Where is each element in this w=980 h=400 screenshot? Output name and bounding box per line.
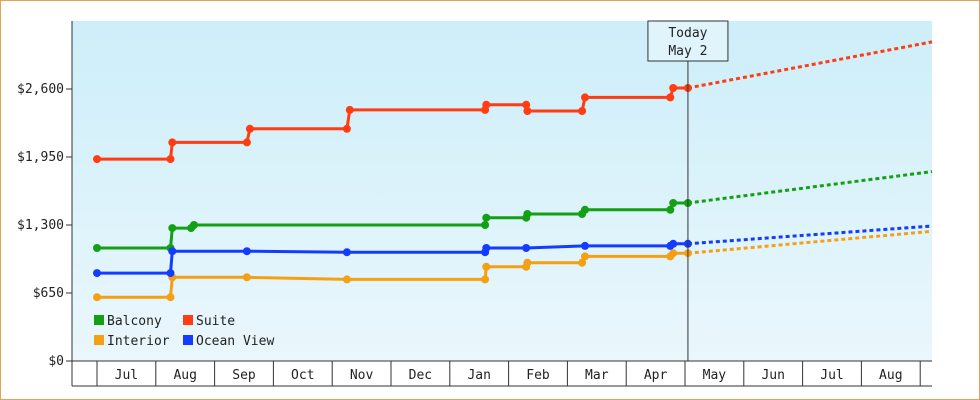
data-point-suite	[166, 155, 175, 164]
plot-background	[72, 21, 932, 361]
x-month-label: Jun	[761, 368, 784, 383]
data-point-interior	[581, 252, 589, 261]
x-month-label: May	[703, 368, 727, 383]
legend-label-balcony: Balcony	[107, 314, 162, 329]
x-month-label: Oct	[291, 368, 314, 383]
today-date-label: May 2	[668, 44, 707, 59]
data-point-balcony	[482, 213, 491, 222]
y-tick-label: $650	[33, 286, 64, 301]
x-month-label: Apr	[644, 368, 668, 383]
legend-label-suite: Suite	[196, 314, 235, 329]
data-point-ocean-view	[482, 244, 491, 252]
legend-swatch-balcony	[94, 315, 104, 325]
data-point-suite	[168, 138, 177, 147]
data-point-suite	[522, 100, 531, 109]
data-point-ocean-view	[669, 239, 678, 248]
data-point-interior	[93, 293, 101, 302]
data-point-ocean-view	[93, 269, 101, 278]
forecast-line-ocean-view	[687, 224, 933, 246]
data-point-balcony	[666, 205, 675, 214]
x-month-label: Aug	[879, 368, 902, 383]
x-month-label: Jul	[115, 368, 138, 383]
data-point-suite	[342, 124, 351, 133]
y-tick-label: $2,600	[17, 82, 64, 97]
x-month-label: Nov	[350, 368, 374, 383]
data-point-interior	[166, 293, 175, 302]
data-point-interior	[342, 275, 351, 284]
data-point-balcony	[93, 244, 101, 252]
data-point-ocean-view	[166, 269, 175, 278]
series-line-interior	[97, 251, 688, 299]
forecast-line-balcony	[687, 170, 933, 205]
data-point-ocean-view	[168, 247, 177, 256]
series-suite	[93, 40, 933, 164]
legend-swatch-interior	[94, 335, 104, 345]
x-month-label: Jan	[467, 368, 490, 383]
x-month-label: Sep	[232, 368, 256, 383]
forecast-line-interior	[687, 229, 933, 255]
data-point-suite	[482, 100, 491, 109]
today-box	[647, 20, 729, 62]
x-month-label: Aug	[173, 368, 196, 383]
data-point-suite	[345, 105, 354, 114]
x-month-label: Jul	[820, 368, 843, 383]
data-point-suite	[242, 138, 251, 147]
data-point-ocean-view	[581, 241, 589, 250]
data-point-balcony	[481, 221, 490, 229]
x-month-label: Feb	[526, 368, 550, 383]
y-tick-label: $1,950	[17, 150, 64, 165]
y-tick-label: $1,300	[17, 218, 64, 233]
legend: Balcony Suite Interior Ocean View	[94, 314, 274, 349]
data-point-balcony	[168, 224, 177, 233]
series-interior	[93, 229, 933, 302]
data-point-interior	[482, 262, 491, 271]
data-point-suite	[666, 93, 675, 102]
legend-swatch-suite	[183, 315, 193, 325]
data-point-ocean-view	[242, 247, 251, 256]
data-point-suite	[581, 93, 589, 102]
data-point-ocean-view	[522, 244, 531, 252]
data-point-balcony	[669, 199, 678, 207]
today-label: Today	[668, 26, 707, 41]
series-ocean-view	[93, 224, 933, 278]
data-point-balcony	[581, 205, 589, 214]
data-point-balcony	[190, 221, 198, 229]
today-marker: Today May 2	[647, 20, 729, 361]
data-point-interior	[481, 275, 490, 284]
y-tick-label: $0	[48, 354, 64, 369]
data-point-suite	[669, 84, 678, 92]
data-point-balcony	[523, 210, 532, 218]
data-point-interior	[669, 249, 678, 258]
data-point-ocean-view	[342, 248, 351, 257]
data-point-suite	[578, 107, 587, 115]
data-point-interior	[578, 258, 587, 267]
x-month-label: Dec	[409, 368, 432, 383]
data-point-suite	[93, 155, 101, 164]
data-point-interior	[242, 273, 251, 282]
legend-label-ocean-view: Ocean View	[196, 334, 274, 349]
axes-layer: $0 $650 $1,300 $1,950 $2,600 Jul Aug Sep Oct Nov D…	[17, 21, 932, 387]
data-point-suite	[245, 124, 254, 133]
x-month-label: Mar	[585, 368, 609, 383]
data-point-interior	[523, 258, 532, 267]
data-point-suite	[523, 107, 532, 115]
legend-swatch-ocean-view	[183, 335, 193, 345]
legend-label-interior: Interior	[107, 334, 170, 349]
